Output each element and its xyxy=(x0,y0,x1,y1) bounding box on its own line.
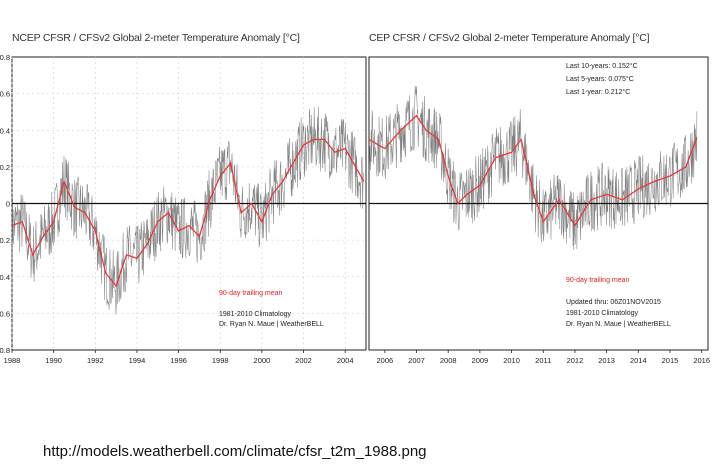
right-chart-title: CEP CFSR / CFSv2 Global 2-meter Temperat… xyxy=(369,32,650,44)
left-ytick-label: 0.4 xyxy=(0,126,10,135)
left-ytick-label: -0.8 xyxy=(0,346,10,355)
right-stat-line: Last 10-years: 0.152°C xyxy=(566,62,638,70)
left-ytick-label: -0.4 xyxy=(0,273,10,282)
left_panel-daily-trace xyxy=(11,106,365,315)
right-stat-line: Last 5-years: 0.075°C xyxy=(566,75,634,83)
left_panel-xtick-label: 2002 xyxy=(295,356,312,365)
left-ytick-label: 0.2 xyxy=(0,163,10,172)
right_panel-xtick-label: 2013 xyxy=(598,356,615,365)
left_panel-xtick-label: 2004 xyxy=(337,356,354,365)
right-climatology-note: 1981-2010 Climatology xyxy=(566,310,638,317)
left-chart-title: NCEP CFSR / CFSv2 Global 2-meter Tempera… xyxy=(12,32,300,44)
left_panel-mean-line xyxy=(11,138,365,288)
left_panel-xtick-label: 1996 xyxy=(170,356,187,365)
left-mean-legend: 90-day trailing mean xyxy=(219,290,283,297)
left_panel-xtick-label: 1994 xyxy=(129,356,146,365)
right_panel-xtick-label: 2009 xyxy=(472,356,489,365)
right_panel-xtick-label: 2010 xyxy=(503,356,520,365)
right_panel-xtick-label: 2011 xyxy=(535,356,551,365)
left-credit-note: Dr. Ryan N. Maue | WeatherBELL xyxy=(219,321,324,328)
left_panel-xtick-label: 1988 xyxy=(4,356,21,365)
right_panel-xtick-label: 2012 xyxy=(567,356,584,365)
left-climatology-note: 1981-2010 Climatology xyxy=(219,311,291,318)
left-ytick-label: 0.6 xyxy=(0,90,10,99)
left-ytick-label: -0.2 xyxy=(0,236,10,245)
left_panel-plot xyxy=(11,56,367,353)
right_panel-xtick-label: 2007 xyxy=(408,356,425,365)
source-url: http://models.weatherbell.com/climate/cf… xyxy=(43,443,427,460)
left-ytick-label: 0 xyxy=(6,200,10,209)
right-credit-note: Dr. Ryan N. Maue | WeatherBELL xyxy=(566,321,671,328)
left-ytick-label: -0.6 xyxy=(0,309,10,318)
right_panel-xtick-label: 2006 xyxy=(376,356,393,365)
right-mean-legend: 90-day trailing mean xyxy=(566,277,630,284)
right_panel-xtick-label: 2014 xyxy=(630,356,647,365)
left_panel-xtick-label: 1990 xyxy=(45,356,62,365)
right-stat-line: Last 1-year: 0.212°C xyxy=(566,88,630,96)
left-ytick-label: 0.8 xyxy=(0,53,10,62)
right_panel-daily-trace xyxy=(368,85,698,251)
right_panel-plot xyxy=(368,56,709,353)
left_panel-xtick-label: 1998 xyxy=(212,356,229,365)
right_panel-xtick-label: 2015 xyxy=(662,356,679,365)
right_panel-xtick-label: 2008 xyxy=(440,356,457,365)
left_panel-xtick-label: 1992 xyxy=(87,356,104,365)
left_panel-xtick-label: 2000 xyxy=(254,356,271,365)
right_panel-mean-line xyxy=(368,114,698,227)
right_panel-xtick-label: 2016 xyxy=(693,356,710,365)
right-updated-note: Updated thru: 06Z01NOV2015 xyxy=(566,299,661,306)
